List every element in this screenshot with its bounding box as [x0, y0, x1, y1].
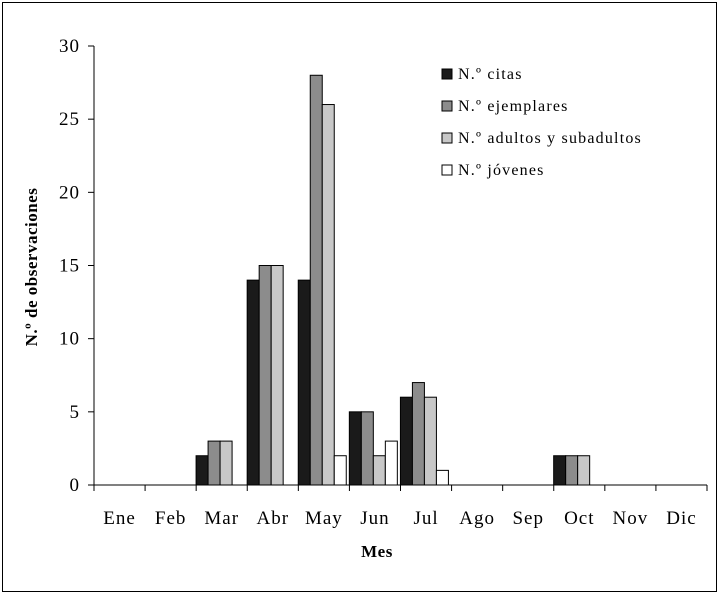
legend-label-0: N.º citas	[458, 66, 523, 83]
bar-may-series-3	[384, 440, 398, 486]
bar-mar-series-0	[246, 279, 260, 486]
bar-abr-series-1	[309, 74, 323, 486]
y-tick-label: 0	[70, 475, 81, 496]
y-tick-label: 30	[59, 36, 80, 57]
bar-jun-series-2	[423, 396, 437, 486]
legend-swatch-1	[441, 100, 453, 112]
bar-may-series-2	[372, 455, 386, 486]
bar-jun-series-0	[399, 396, 413, 486]
legend-label-2: N.º adultos y subadultos	[458, 130, 642, 147]
legend-label-1: N.º ejemplares	[458, 98, 569, 115]
bar-may-series-0	[348, 411, 362, 486]
y-tick-label: 5	[70, 402, 81, 423]
y-tick-label: 15	[59, 256, 80, 277]
x-tick-label-nov: Nov	[613, 508, 649, 529]
y-tick-label: 25	[59, 109, 80, 130]
legend-swatch-0	[441, 68, 453, 80]
legend-swatch-3	[441, 164, 453, 176]
x-tick-label-ene: Ene	[103, 508, 136, 529]
x-tick-label-jun: Jun	[360, 508, 389, 529]
legend: N.º citas N.º ejemplares N.º adultos y sub…	[441, 66, 642, 179]
bar-feb-series-0	[195, 455, 209, 486]
legend-swatch-2	[441, 132, 453, 144]
ticks-group: 0 5 10 15 20 25 30 Ene Feb Mar Abr May Jun Jul Ago Sep O…	[59, 36, 708, 529]
bar-jun-series-3	[435, 469, 449, 486]
x-tick-label-may: May	[305, 508, 343, 529]
bar-abr-series-3	[333, 455, 347, 486]
bar-sep-series-0	[553, 455, 567, 486]
y-axis-title: N.º de observaciones	[22, 188, 41, 347]
x-axis-title: Mes	[361, 542, 393, 561]
bar-abr-series-0	[297, 279, 311, 486]
bar-may-series-1	[360, 411, 374, 486]
bar-mar-series-2	[270, 265, 284, 486]
y-tick-label: 10	[59, 329, 80, 350]
bar-feb-series-2	[219, 440, 233, 486]
x-tick-label-dic: Dic	[666, 508, 696, 529]
bar-sep-series-1	[565, 455, 579, 486]
bars-group	[195, 74, 591, 486]
bar-jun-series-1	[411, 382, 425, 486]
bar-sep-series-2	[577, 455, 591, 486]
x-tick-label-ago: Ago	[459, 508, 495, 529]
x-tick-label-sep: Sep	[512, 508, 544, 529]
x-tick-label-jul: Jul	[413, 508, 438, 529]
x-tick-label-abr: Abr	[257, 508, 290, 529]
x-tick-label-mar: Mar	[204, 508, 239, 529]
x-tick-label-feb: Feb	[155, 508, 187, 529]
legend-label-3: N.º jóvenes	[458, 162, 545, 179]
y-tick-label: 20	[59, 182, 80, 203]
x-tick-label-oct: Oct	[564, 508, 594, 529]
bar-mar-series-1	[258, 265, 272, 486]
bar-feb-series-1	[207, 440, 221, 486]
bar-abr-series-2	[321, 104, 335, 486]
